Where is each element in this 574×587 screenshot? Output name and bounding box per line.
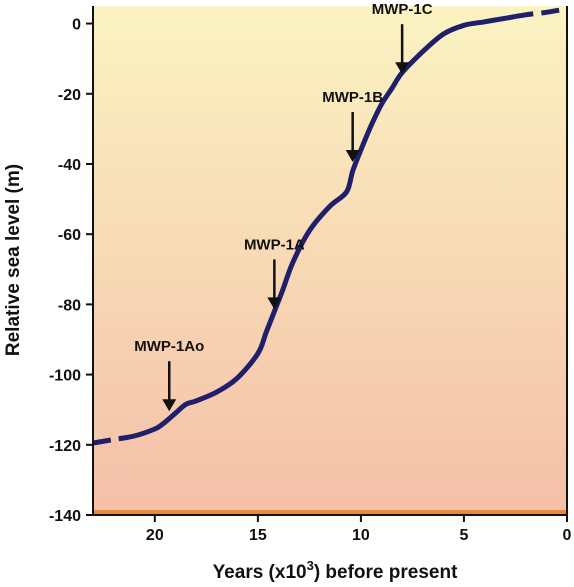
series-line	[133, 14, 516, 439]
series-dashed-start	[92, 433, 135, 446]
x-ticks: 20 15 10 5 0	[146, 515, 572, 544]
y-tick-label: -20	[58, 87, 81, 104]
x-axis-title-prefix: Years (x10	[213, 562, 307, 583]
x-tick-label: 20	[146, 527, 164, 544]
annotation-label: MWP-1B	[322, 89, 383, 106]
y-tick-label: -80	[58, 297, 81, 314]
annotation-arrow-head	[162, 399, 177, 412]
annotation-arrow-head	[345, 149, 360, 162]
annotation-arrow-head	[267, 297, 282, 310]
y-tick-label: -60	[58, 227, 81, 244]
y-tick-label: -40	[58, 157, 81, 174]
baseline-band	[93, 510, 567, 515]
annotation-label: MWP-1C	[372, 1, 433, 18]
x-axis-title-superscript: 3	[307, 558, 314, 573]
y-tick-label: 0	[72, 17, 81, 34]
x-tick-label: 5	[460, 527, 469, 544]
x-axis-title: Years (x103) before present	[213, 558, 459, 583]
y-ticks: 0 -20 -40 -60 -80 -100 -120 -140	[49, 17, 93, 525]
y-tick-label: -100	[49, 368, 81, 385]
y-tick-label: -120	[49, 438, 81, 455]
plot-background	[93, 6, 567, 515]
y-tick-label: -140	[49, 508, 81, 525]
x-tick-label: 10	[352, 527, 370, 544]
series-layer	[92, 6, 568, 446]
annotation-layer: MWP-1Ao MWP-1A MWP-1B MWP-1C	[134, 1, 433, 412]
series-dashed-end	[515, 6, 568, 19]
annotation-label: MWP-1A	[244, 236, 305, 253]
annotation-label: MWP-1Ao	[134, 338, 204, 355]
annotation-arrow-head	[395, 62, 410, 75]
y-axis-title: Relative sea level (m)	[3, 164, 24, 356]
x-axis-title-suffix: ) before present	[314, 562, 458, 583]
x-tick-label: 15	[249, 527, 267, 544]
x-tick-label: 0	[563, 527, 572, 544]
